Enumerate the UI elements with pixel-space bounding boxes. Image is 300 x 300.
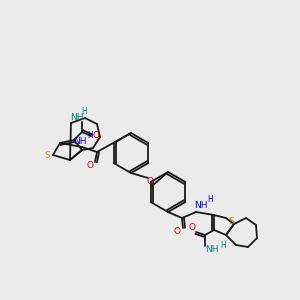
Text: H: H xyxy=(81,106,87,116)
Text: NH: NH xyxy=(205,245,219,254)
Text: NH: NH xyxy=(194,202,208,211)
Text: S: S xyxy=(228,217,234,226)
Text: H: H xyxy=(87,131,93,140)
Text: O: O xyxy=(173,226,181,236)
Text: O: O xyxy=(188,224,196,232)
Text: O: O xyxy=(146,178,154,187)
Text: S: S xyxy=(44,151,50,160)
Text: H: H xyxy=(207,196,213,205)
Text: NH: NH xyxy=(70,112,84,122)
Text: H: H xyxy=(220,241,226,250)
Text: NH: NH xyxy=(73,136,87,146)
Text: O: O xyxy=(92,131,100,140)
Text: O: O xyxy=(86,161,94,170)
